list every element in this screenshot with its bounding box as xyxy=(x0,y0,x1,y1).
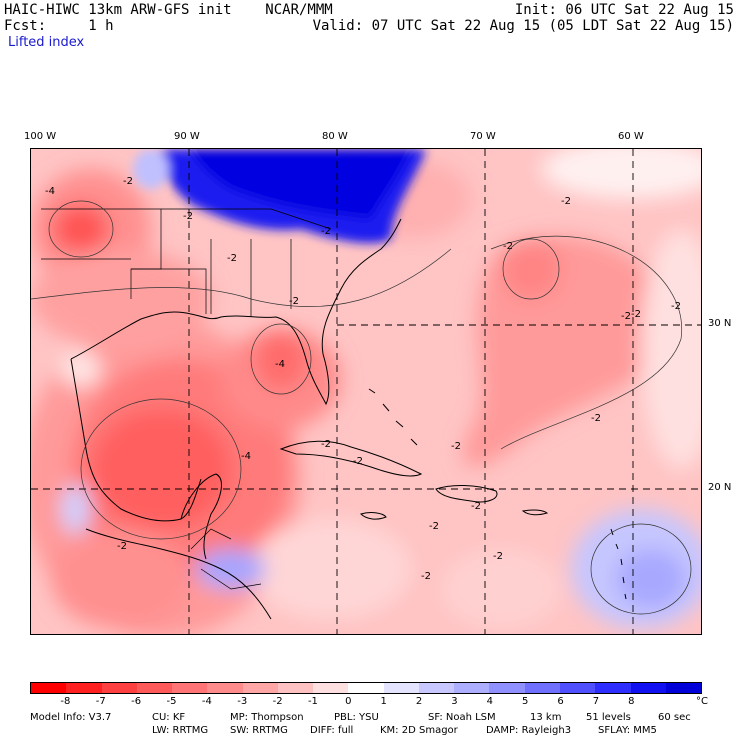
footer-cu: CU: KF xyxy=(152,712,186,723)
colorbar-tick-label: 0 xyxy=(345,696,352,707)
footer-pbl: PBL: YSU xyxy=(334,712,379,723)
contour-label: -2 xyxy=(671,301,681,312)
footer-lw: LW: RRTMG xyxy=(152,725,209,736)
colorbar-swatch xyxy=(454,683,490,693)
colorbar-swatch xyxy=(313,683,349,693)
footer-timestep: 60 sec xyxy=(658,712,691,723)
colorbar-unit: °C xyxy=(696,696,708,707)
footer-km: KM: 2D Smagor xyxy=(380,725,458,736)
footer-levels: 51 levels xyxy=(586,712,631,723)
colorbar-swatch xyxy=(489,683,525,693)
contour-label-group: -4 -2 -2 -2 -2 -4 -2 -2 -4 -2 -2 -2 -2 -… xyxy=(45,176,681,582)
colorbar-swatch xyxy=(665,683,702,693)
colorbar-tick-label: -4 xyxy=(201,696,212,707)
map-canvas: -4 -2 -2 -2 -2 -4 -2 -2 -4 -2 -2 -2 -2 -… xyxy=(31,149,701,634)
header-forecast-hour: Fcst: 1 h xyxy=(4,18,114,34)
contour-label: -2 xyxy=(123,176,133,187)
lon-tick-100w: 100 W xyxy=(24,131,57,142)
footer-sw: SW: RRTMG xyxy=(230,725,288,736)
contour-label: -4 xyxy=(275,359,285,370)
colorbar-swatch xyxy=(524,683,560,693)
lat-tick-20n: 20 N xyxy=(708,482,732,493)
colorbar-tick-label: 5 xyxy=(521,696,529,707)
colorbar-swatch xyxy=(31,683,67,693)
footer-resolution: 13 km xyxy=(530,712,562,723)
colorbar-swatch xyxy=(630,683,666,693)
contour-label: -2 xyxy=(631,309,641,320)
header-model-title: HAIC-HIWC 13km ARW-GFS init NCAR/MMM xyxy=(4,2,333,18)
lon-tick-90w: 90 W xyxy=(174,131,200,142)
colorbar-tick-label: -6 xyxy=(131,696,142,707)
graticule xyxy=(31,149,701,634)
colorbar-swatch xyxy=(277,683,314,693)
contour-label: -2 xyxy=(227,253,237,264)
colorbar-swatch xyxy=(66,683,102,693)
contour-label: -2 xyxy=(471,501,481,512)
header-valid-time: Valid: 07 UTC Sat 22 Aug 15 (05 LDT Sat … xyxy=(312,18,734,34)
contour-label: -2 xyxy=(429,521,439,532)
footer-sflay: SFLAY: MM5 xyxy=(598,725,657,736)
contour-label: -4 xyxy=(241,451,251,462)
stable-air-region xyxy=(133,149,426,244)
contour-label: -2 xyxy=(621,311,631,322)
footer-mp: MP: Thompson xyxy=(230,712,304,723)
footer-diff: DIFF: full xyxy=(310,725,354,736)
contour-label: -4 xyxy=(45,186,55,197)
contour-label: -2 xyxy=(561,196,571,207)
colorbar-tick-label: -5 xyxy=(166,696,177,707)
colorbar-tick-label: 8 xyxy=(628,696,635,707)
colorbar-tick-label: 6 xyxy=(557,696,564,707)
footer-sf: SF: Noah LSM xyxy=(428,712,496,723)
lon-tick-80w: 80 W xyxy=(322,131,348,142)
header-init-time: Init: 06 UTC Sat 22 Aug 15 xyxy=(514,2,734,18)
colorbar-swatch xyxy=(136,683,173,693)
colorbar-swatch xyxy=(595,683,631,693)
colorbar-tick-label: 3 xyxy=(451,696,458,707)
colorbar-tick-label: -7 xyxy=(95,696,106,707)
colorbar xyxy=(30,682,702,694)
colorbar-tick-label: 7 xyxy=(592,696,600,707)
political-borders xyxy=(41,208,332,590)
footer-damp: DAMP: Rayleigh3 xyxy=(486,725,572,736)
colorbar-tick-label: 4 xyxy=(486,696,493,707)
contour-label: -2 xyxy=(591,413,601,424)
contour-label: -2 xyxy=(117,541,127,552)
colorbar-swatch xyxy=(418,683,455,693)
contours xyxy=(31,200,692,615)
colorbar-tick-label: -8 xyxy=(60,696,71,707)
colorbar-swatch xyxy=(383,683,419,693)
footer-model-info: Model Info: V3.7 xyxy=(30,712,112,723)
contour-label: -2 xyxy=(493,551,503,562)
contour-label: -2 xyxy=(421,571,431,582)
colorbar-tick-label: 2 xyxy=(415,696,423,707)
coastlines xyxy=(70,218,627,620)
colorbar-tick-label: -2 xyxy=(272,696,283,707)
colorbar-tick-label: -1 xyxy=(307,696,318,707)
contour-label: -2 xyxy=(451,441,461,452)
contour-label: -2 xyxy=(183,211,193,222)
contour-label: -2 xyxy=(353,456,363,467)
colorbar-swatch xyxy=(207,683,243,693)
colorbar-swatch xyxy=(559,683,596,693)
contour-label: -2 xyxy=(503,241,513,252)
contour-label: -2 xyxy=(321,439,331,450)
lon-tick-60w: 60 W xyxy=(618,131,644,142)
colorbar-swatch xyxy=(101,683,137,693)
colorbar-tick-label: 1 xyxy=(380,696,387,707)
contour-label: -2 xyxy=(289,296,299,307)
colorbar-tick-label: -3 xyxy=(237,696,248,707)
colorbar-swatch xyxy=(172,683,208,693)
colorbar-swatch xyxy=(242,683,278,693)
colorbar-swatch xyxy=(348,683,384,693)
lifted-index-map: -4 -2 -2 -2 -2 -4 -2 -2 -4 -2 -2 -2 -2 -… xyxy=(30,148,702,635)
contour-label: -2 xyxy=(321,226,331,237)
field-title: Lifted index xyxy=(8,35,85,50)
lat-tick-30n: 30 N xyxy=(708,318,732,329)
lon-tick-70w: 70 W xyxy=(470,131,496,142)
